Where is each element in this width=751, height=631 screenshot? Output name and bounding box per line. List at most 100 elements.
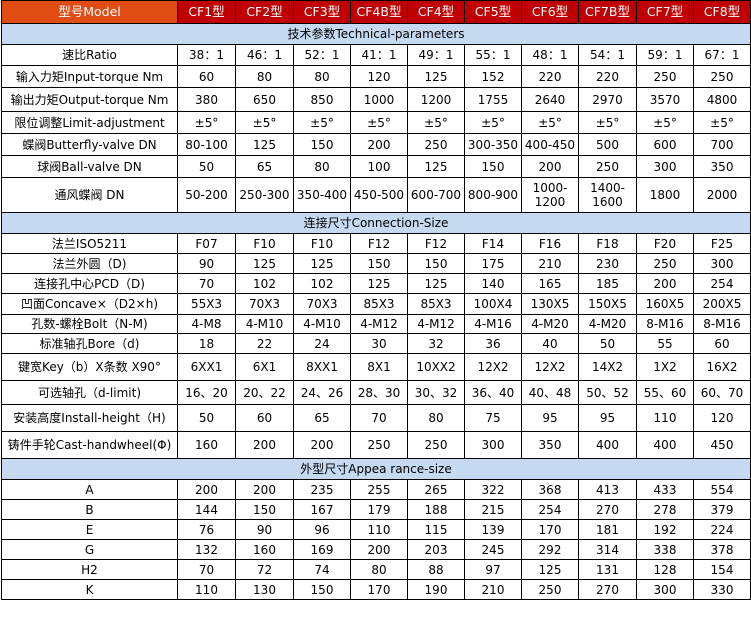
row-label: 蝶阀Butterfly-valve DN [1, 133, 178, 156]
value-cell: 270 [578, 499, 637, 520]
value-cell: 4-M16 [464, 314, 522, 334]
value-cell: 700 [693, 133, 751, 156]
value-cell: 95 [578, 404, 637, 432]
value-cell: 59：1 [636, 44, 694, 66]
value-cell: 49：1 [407, 44, 465, 66]
row-label: 凹面Concave×（D2×h) [1, 293, 178, 315]
value-cell: 60 [693, 333, 751, 354]
value-cell: F18 [578, 233, 637, 254]
value-cell: 120 [693, 404, 751, 432]
table-row: 输出力矩Output-torque Nm 380 650 850 1000 1200 175… [1, 87, 751, 112]
row-label: 铸件手轮Cast-handwheel(Φ) [1, 431, 178, 459]
row-label: A [1, 479, 178, 500]
value-cell: 4-M12 [350, 314, 408, 334]
model-header-cell: CF2型 [235, 0, 294, 24]
model-header-cell: CF1型 [177, 0, 236, 24]
value-cell: 150 [293, 579, 351, 600]
value-cell: 70 [177, 559, 236, 580]
value-cell: 500 [578, 133, 637, 156]
table-row: 限位调整Limit-adjustment ±5° ±5° ±5° ±5° ±5° ±5° ±5… [1, 111, 751, 134]
value-cell: 330 [693, 579, 751, 600]
value-cell: 154 [693, 559, 751, 580]
value-cell: 600 [636, 133, 694, 156]
value-cell: 14X2 [578, 353, 637, 381]
value-cell: 60 [177, 65, 236, 88]
table-row: 法兰ISO5211 F07 F10 F10 F12 F12 F14 F16 F18 F20 F25 [1, 233, 751, 254]
value-cell: 41：1 [350, 44, 408, 66]
value-cell: 200 [350, 133, 408, 156]
value-cell: 110 [350, 519, 408, 540]
value-cell: 165 [521, 273, 579, 294]
value-cell: 102 [235, 273, 294, 294]
value-cell: 300 [464, 431, 522, 459]
value-cell: ±5° [464, 111, 522, 134]
value-cell: 192 [636, 519, 694, 540]
value-cell: 554 [693, 479, 751, 500]
value-cell: 88 [407, 559, 465, 580]
row-label: 球阀Ball-valve DN [1, 155, 178, 178]
table-row: 速比Ratio 38：1 46：1 52：1 41：1 49：1 55：1 48：1 54：1 5… [1, 44, 751, 66]
table-row: 键宽Key（b）X条数 X90° 6XX1 6X1 8XX1 8X1 10XX2 12X2 1… [1, 353, 751, 381]
value-cell: 1400-​1600 [578, 177, 637, 213]
value-cell: 200 [293, 431, 351, 459]
value-cell: 188 [407, 499, 465, 520]
value-cell: 167 [293, 499, 351, 520]
value-cell: 70 [350, 404, 408, 432]
value-cell: 20、22 [235, 380, 294, 405]
table-row: 通风蝶阀 DN 50-200 250-300 350-400 450-500 600-70… [1, 177, 751, 213]
table-row: E 76 90 96 110 115 139 170 181 192 224 [1, 519, 751, 540]
table-row: 铸件手轮Cast-handwheel(Φ) 160 200 200 250 250 300 3… [1, 431, 751, 459]
value-cell: 90 [177, 253, 236, 274]
value-cell: ±5° [235, 111, 294, 134]
value-cell: 80 [235, 65, 294, 88]
value-cell: 74 [293, 559, 351, 580]
value-cell: 55、60 [636, 380, 694, 405]
value-cell: 36、40 [464, 380, 522, 405]
value-cell: 338 [636, 539, 694, 560]
value-cell: 100X4 [464, 293, 522, 315]
value-cell: 368 [521, 479, 579, 500]
value-cell: 80 [293, 155, 351, 178]
section-title: 连接尺寸Connection-Size [1, 212, 751, 234]
value-cell: 115 [407, 519, 465, 540]
table-row: 球阀Ball-valve DN 50 65 80 100 125 150 200 250 300 3… [1, 155, 751, 178]
value-cell: 378 [693, 539, 751, 560]
value-cell: 650 [235, 87, 294, 112]
table-row: 可选轴孔（d-limit) 16、20 20、22 24、26 28、30 30、32 36… [1, 380, 751, 405]
value-cell: 350 [521, 431, 579, 459]
value-cell: 278 [636, 499, 694, 520]
value-cell: 16X2 [693, 353, 751, 381]
value-cell: 46：1 [235, 44, 294, 66]
value-cell: 60 [235, 404, 294, 432]
value-cell: 85X3 [407, 293, 465, 315]
value-cell: F16 [521, 233, 579, 254]
value-cell: 400 [636, 431, 694, 459]
value-cell: 1X2 [636, 353, 694, 381]
value-cell: 55 [636, 333, 694, 354]
value-cell: 54：1 [578, 44, 637, 66]
value-cell: 65 [293, 404, 351, 432]
value-cell: F07 [177, 233, 236, 254]
model-header-cell: CF6型 [521, 0, 579, 24]
table-row: 法兰外圆（D) 90 125 125 150 150 175 210 230 250 300 [1, 253, 751, 274]
value-cell: F14 [464, 233, 522, 254]
value-cell: 200 [636, 273, 694, 294]
value-cell: F10 [293, 233, 351, 254]
header-row: 型号Model CF1型 CF2型 CF3型 CF4B型 CF4型 CF5型 CF6型 CF7… [1, 0, 751, 24]
value-cell: 4-M20 [521, 314, 579, 334]
model-header-cell: CF4型 [407, 0, 465, 24]
value-cell: 245 [464, 539, 522, 560]
row-label: 限位调整Limit-adjustment [1, 111, 178, 134]
value-cell: 255 [350, 479, 408, 500]
value-cell: 6XX1 [177, 353, 236, 381]
value-cell: 150 [464, 155, 522, 178]
section-header-row: 外型尺寸Appea rance-size [1, 458, 751, 480]
table-row: H2 70 72 74 80 88 97 125 131 128 154 [1, 559, 751, 580]
value-cell: 80 [293, 65, 351, 88]
value-cell: 433 [636, 479, 694, 500]
row-label: 速比Ratio [1, 44, 178, 66]
value-cell: 235 [293, 479, 351, 500]
value-cell: 125 [407, 155, 465, 178]
value-cell: 250 [350, 431, 408, 459]
value-cell: 254 [693, 273, 751, 294]
